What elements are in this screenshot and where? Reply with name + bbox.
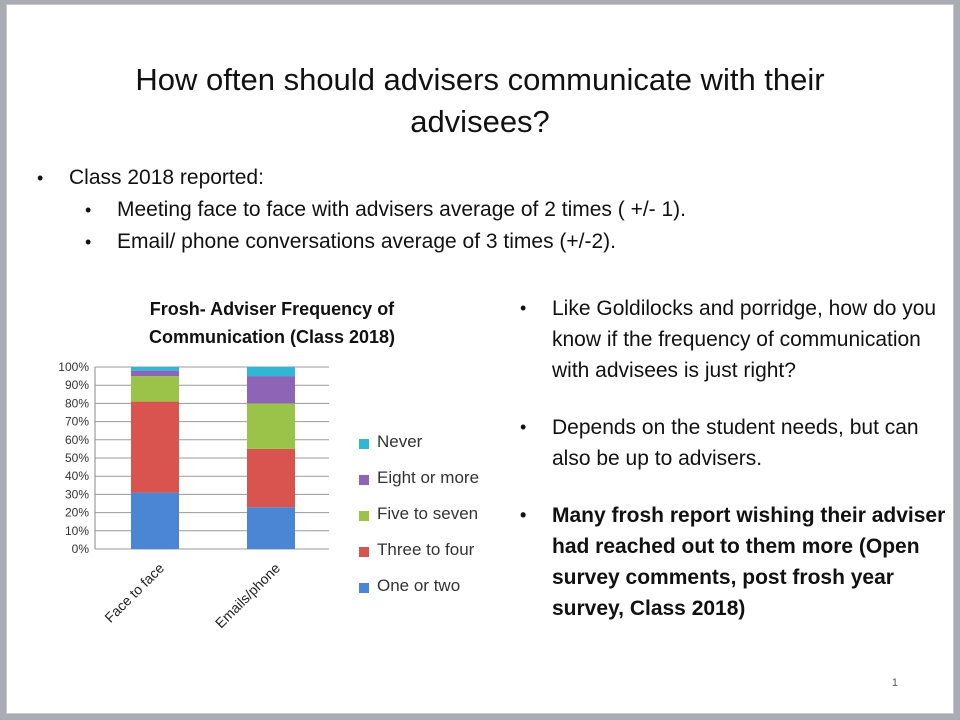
legend-label: Never [377,432,423,451]
top-bullet-list: • Class 2018 reported: • Meeting face to… [37,163,917,257]
bullet-dot-icon: • [37,168,44,188]
y-tick-label: 80% [65,396,89,410]
bullet-dot-icon: • [520,298,527,318]
y-tick-label: 30% [65,487,89,501]
legend-item: Three to four [359,538,539,574]
legend-swatch [359,511,369,521]
y-tick-label: 70% [65,415,89,429]
legend-label: Five to seven [377,504,479,523]
legend-swatch [359,583,369,593]
bullet-text: Many frosh report wishing their adviser … [552,504,946,620]
legend-item: Never [359,430,539,466]
sub-bullet-text: Email/ phone conversations average of 3 … [117,230,616,253]
right-bullet-list: • Like Goldilocks and porridge, how do y… [517,293,947,650]
legend-label: Eight or more [377,468,480,487]
y-tick-label: 50% [65,451,89,465]
slide: How often should advisers communicate wi… [6,4,954,714]
y-tick-label: 90% [65,378,89,392]
bar-segment-five-to-seven [247,403,295,449]
chart-y-axis: 0% 10% 20% 30% 40% 50% 60% 70% 80% 90% 100% [58,360,96,556]
legend-label: Three to four [377,540,475,559]
bullet-dot-icon: • [520,417,527,437]
bar-segment-three-to-four [247,448,295,508]
y-tick-label: 60% [65,433,89,447]
legend-item: Eight or more [359,466,539,502]
sub-bullet-face-to-face: • Meeting face to face with advisers ave… [37,195,917,225]
bar-segment-five-to-seven [131,376,179,402]
bar-segment-eight-or-more [247,376,295,404]
chart-x-axis: Face to face Emails/phone [101,560,283,631]
bar-segment-three-to-four [131,401,179,493]
bar-segment-eight-or-more [131,370,179,377]
legend-swatch [359,475,369,485]
chart-title: Frosh- Adviser Frequency of Communicatio… [148,299,396,347]
bullet-text: Depends on the student needs, but can al… [552,416,919,470]
sub-bullet-email-phone: • Email/ phone conversations average of … [37,227,917,257]
legend-item: One or two [359,574,539,610]
bar-segment-one-or-two [247,507,295,549]
bar-segment-never [131,367,179,371]
bullet-dot-icon: • [520,505,527,525]
y-tick-label: 20% [65,506,89,520]
bullet-text: Class 2018 reported: [69,166,264,189]
legend-item: Five to seven [359,502,539,538]
bullet-dot-icon: • [85,200,92,220]
page-number: 1 [891,677,898,689]
legend-swatch [359,547,369,557]
x-category-label: Face to face [101,560,167,626]
bullet-text: Like Goldilocks and porridge, how do you… [552,297,937,382]
sub-bullet-text: Meeting face to face with advisers avera… [117,198,687,221]
bullet-student-needs: • Depends on the student needs, but can … [517,412,947,474]
bullet-dot-icon: • [85,232,92,252]
legend-label: One or two [377,576,461,595]
y-tick-label: 40% [65,469,89,483]
slide-title: How often should advisers communicate wi… [135,62,825,139]
y-tick-label: 100% [58,360,89,374]
stacked-bar-chart: 0% 10% 20% 30% 40% 50% 60% 70% 80% 90% 100% Face t… [58,360,329,631]
chart-legend: Never Eight or more Five to seven Three to … [359,430,539,610]
bullet-goldilocks: • Like Goldilocks and porridge, how do y… [517,293,947,386]
y-tick-label: 0% [72,542,90,556]
legend-swatch [359,439,369,449]
bar-segment-one-or-two [131,492,179,549]
bar-segment-never [247,367,295,377]
bullet-class-2018: • Class 2018 reported: [37,163,917,193]
chart-bars [131,367,295,549]
y-tick-label: 10% [65,524,89,538]
bullet-frosh-wishing: • Many frosh report wishing their advise… [517,500,947,624]
x-category-label: Emails/phone [212,560,283,631]
